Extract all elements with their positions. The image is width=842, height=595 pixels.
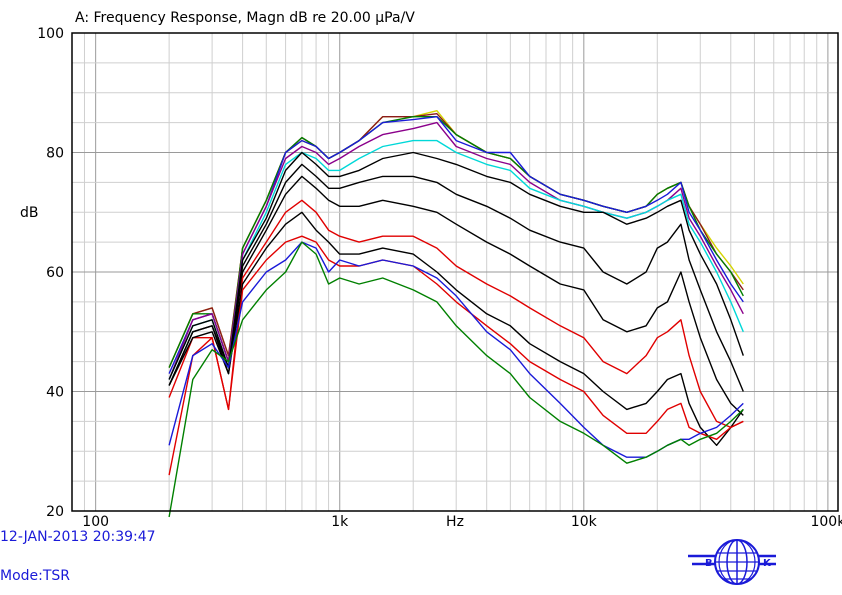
- logo-letter-k: K: [763, 558, 772, 569]
- series-line-10: [168, 199, 744, 429]
- series-line-9: [168, 175, 744, 416]
- chart-title: A: Frequency Response, Magn dB re 20.00 …: [75, 10, 415, 26]
- series-line-8: [168, 163, 744, 392]
- y-tick-label: 80: [46, 146, 64, 162]
- y-tick-label: 100: [37, 26, 64, 42]
- timestamp: 12-JAN-2013 20:39:47: [0, 529, 156, 545]
- series-line-6: [168, 139, 744, 380]
- logo-letter-b: B: [705, 558, 713, 569]
- plot-frame: [71, 32, 839, 512]
- series-line-11: [168, 211, 744, 446]
- series-line-3: [168, 115, 744, 368]
- y-tick-label: 20: [46, 504, 64, 520]
- x-tick-label: 1k: [331, 514, 349, 530]
- x-tick-label: 100k: [810, 514, 842, 530]
- x-tick-label: 100: [82, 514, 109, 530]
- series-group: [168, 109, 744, 518]
- x-axis-label: Hz: [446, 514, 464, 530]
- y-tick-labels: 20 40 60 80 100: [37, 26, 64, 520]
- bk-logo: B K: [688, 539, 776, 585]
- mode-label: Mode:TSR: [0, 568, 71, 584]
- series-line-5: [168, 121, 744, 380]
- y-tick-label: 60: [46, 265, 64, 281]
- series-line-14: [168, 241, 744, 518]
- x-tick-labels: 100 1k 10k 100k: [82, 514, 842, 530]
- series-line-7: [168, 151, 744, 380]
- y-tick-label: 40: [46, 385, 64, 401]
- y-axis-label: dB: [20, 205, 39, 221]
- x-tick-label: 10k: [571, 514, 598, 530]
